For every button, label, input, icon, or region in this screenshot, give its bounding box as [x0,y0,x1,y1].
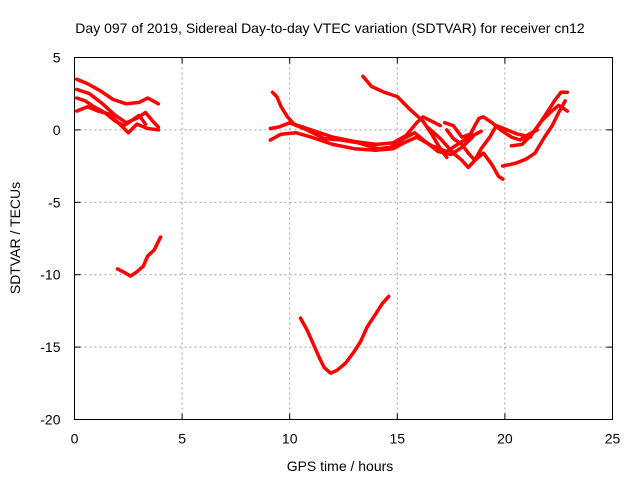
series-line-low-arc-1 [115,235,163,278]
x-tick-label: 25 [605,431,621,447]
chart-title: Day 097 of 2019, Sidereal Day-to-day VTE… [75,20,585,36]
series-line-afternoon-1 [361,74,449,160]
y-axis-tick-labels: 5 0 -5 -10 -15 -20 [40,50,60,428]
x-tick-label: 15 [390,431,406,447]
series-line-afternoon-3 [442,115,539,142]
series-line-afternoon-2 [425,125,505,181]
plot-frame [74,57,613,420]
series-line-morning-1 [74,77,161,106]
y-axis-title: SDTVAR / TECUs [7,182,23,294]
y-tick-label: 0 [53,122,61,138]
x-tick-label: 20 [497,431,513,447]
y-tick-label: -10 [40,267,60,283]
data-series [74,74,570,375]
series-line-evening-3 [522,103,570,144]
y-tick-label: 5 [53,50,61,66]
series-line-evening-1 [500,99,567,168]
series-line-midday-3 [268,129,483,154]
series-line-afternoon-4 [445,123,533,163]
axis-ticks [74,57,613,420]
series-line-morning-3 [74,104,161,135]
y-tick-label: -20 [40,412,60,428]
x-tick-label: 10 [282,431,298,447]
x-axis-title: GPS time / hours [287,458,394,474]
series-line-low-arc-2 [298,294,391,375]
y-tick-label: -15 [40,339,60,355]
x-tick-label: 5 [178,431,186,447]
series-line-evening-2 [509,90,570,148]
y-tick-label: -5 [48,194,61,210]
x-axis-tick-labels: 0 5 10 15 20 25 [71,431,621,447]
x-tick-label: 0 [71,431,79,447]
series-line-morning-4 [74,96,148,128]
